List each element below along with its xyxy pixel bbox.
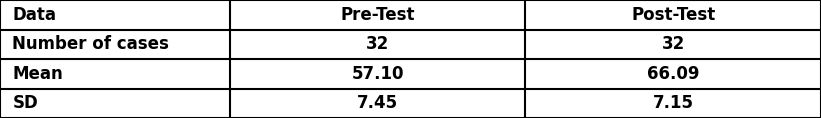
Text: 7.15: 7.15: [653, 94, 694, 112]
Text: 66.09: 66.09: [647, 65, 699, 83]
Text: Data: Data: [12, 6, 57, 24]
Text: 7.45: 7.45: [357, 94, 398, 112]
Text: 32: 32: [366, 35, 389, 53]
Text: Pre-Test: Pre-Test: [341, 6, 415, 24]
Text: Mean: Mean: [12, 65, 63, 83]
Text: 57.10: 57.10: [351, 65, 404, 83]
Text: Post-Test: Post-Test: [631, 6, 715, 24]
Text: Number of cases: Number of cases: [12, 35, 169, 53]
Text: 32: 32: [662, 35, 685, 53]
Text: SD: SD: [12, 94, 38, 112]
